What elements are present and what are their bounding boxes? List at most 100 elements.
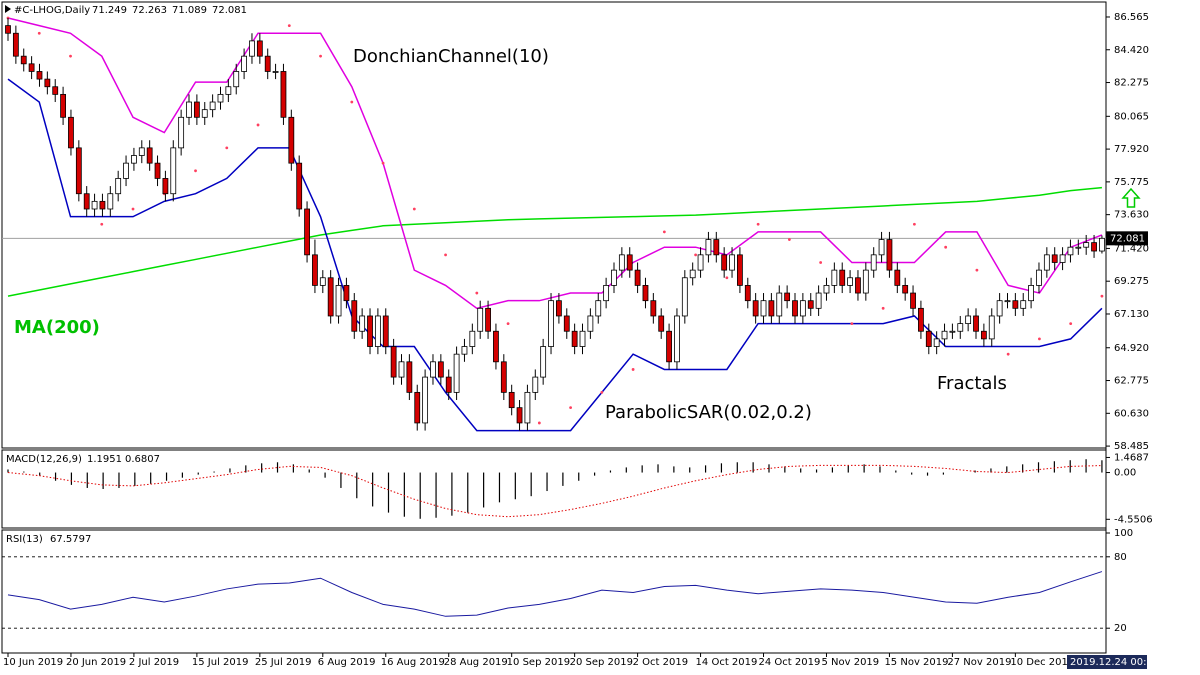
candle-body — [493, 330, 499, 363]
candle-body — [12, 32, 19, 57]
candle-body — [603, 285, 610, 302]
candle-body — [697, 254, 704, 271]
candle-body — [1067, 246, 1074, 256]
x-tick-label: 25 Jul 2019 — [255, 657, 312, 668]
candle-body — [658, 315, 665, 332]
ohlc-value: 71.089 — [172, 5, 207, 16]
candle-body — [862, 269, 869, 294]
sar-dot — [912, 222, 916, 226]
candle-body — [91, 200, 98, 210]
candle-body — [44, 78, 51, 88]
rsi-value: 67.5797 — [50, 534, 91, 545]
candle-body — [186, 101, 192, 118]
ohlc-value: 71.249 — [92, 5, 127, 16]
y-tick-label: 20 — [1114, 623, 1127, 634]
sar-dot — [944, 245, 948, 249]
candle-body — [689, 269, 696, 279]
sar-dot — [287, 24, 291, 28]
y-tick-label: 86.565 — [1114, 12, 1149, 23]
candle-body — [532, 376, 539, 393]
candle-body — [83, 193, 90, 210]
candle-body — [390, 346, 397, 378]
candle-body — [288, 116, 295, 164]
candle-body — [36, 71, 43, 80]
panel-title: MACD(12,26,9) — [6, 454, 82, 465]
candle-body — [1059, 254, 1066, 263]
menu-icon — [5, 5, 11, 13]
sar-dot — [69, 54, 72, 58]
sar-dot — [1069, 322, 1073, 326]
candle-body — [595, 300, 602, 317]
y-tick-label: 80.065 — [1114, 111, 1149, 122]
annotation: MA(200) — [14, 317, 100, 338]
candle-body — [776, 292, 783, 317]
candle-body — [28, 63, 35, 72]
candle-body — [870, 254, 877, 271]
y-tick-label: 82.275 — [1114, 78, 1149, 89]
candle-body — [973, 315, 979, 332]
candle-body — [193, 101, 200, 118]
candle-body — [910, 292, 916, 309]
x-tick-label: 15 Jul 2019 — [192, 657, 249, 668]
candle-body — [319, 277, 326, 286]
candle-body — [335, 285, 342, 317]
y-tick-label: 71.420 — [1114, 243, 1149, 254]
candle-body — [634, 269, 641, 286]
sar-dot — [100, 222, 104, 226]
y-tick-label: 73.630 — [1114, 210, 1149, 221]
sar-dot — [1006, 352, 1010, 356]
x-tick-label: 5 Nov 2019 — [821, 657, 879, 668]
candle-body — [437, 361, 444, 378]
sar-dot — [37, 31, 41, 35]
candle-body — [571, 330, 578, 347]
up-arrow-icon — [1121, 187, 1141, 208]
x-tick-label: 2 Oct 2019 — [633, 657, 688, 668]
candle-body — [760, 300, 767, 317]
sar-dot — [225, 146, 229, 150]
y-tick-label: 62.775 — [1114, 376, 1149, 387]
sar-dot — [787, 238, 791, 241]
sar-dot — [850, 322, 854, 326]
indicator-line — [7, 186, 1103, 297]
candle-body — [225, 86, 232, 95]
candle-body — [107, 193, 114, 210]
candle-body — [256, 40, 263, 57]
candle-body — [1083, 242, 1090, 248]
candle-body — [855, 277, 861, 294]
y-tick-label: -4.5506 — [1114, 514, 1153, 525]
candle-body — [477, 307, 484, 332]
sar-dot — [319, 54, 322, 58]
sar-dot — [506, 322, 510, 326]
candle-body — [768, 300, 775, 317]
candle-body — [209, 101, 216, 111]
candle-body — [217, 93, 224, 103]
sar-dot — [694, 253, 698, 257]
candle-body — [548, 300, 554, 347]
cursor-date-box — [1067, 655, 1147, 669]
candle-body — [752, 300, 759, 317]
candle-body — [618, 254, 625, 271]
candle-body — [847, 277, 853, 286]
x-tick-label: 2 Jul 2019 — [129, 657, 179, 668]
candle-body — [296, 162, 303, 210]
candle-body — [60, 93, 66, 118]
candle-body — [382, 315, 389, 347]
candle-body — [343, 285, 350, 302]
y-tick-label: 58.485 — [1114, 441, 1149, 452]
sar-dot — [600, 390, 604, 394]
sar-dot — [475, 291, 479, 295]
y-tick-label: 69.275 — [1114, 276, 1149, 287]
candle-body — [1004, 300, 1011, 303]
candle-body — [556, 300, 562, 317]
candle-body — [642, 285, 649, 302]
current-price-box — [1106, 231, 1148, 246]
candle-body — [713, 239, 720, 256]
x-tick-label: 27 Nov 2019 — [947, 657, 1011, 668]
sar-dot — [444, 253, 447, 257]
candle-body — [988, 315, 995, 340]
ohlc-value: 72.081 — [212, 5, 247, 16]
candle-body — [681, 277, 688, 317]
candle-body — [587, 315, 594, 332]
